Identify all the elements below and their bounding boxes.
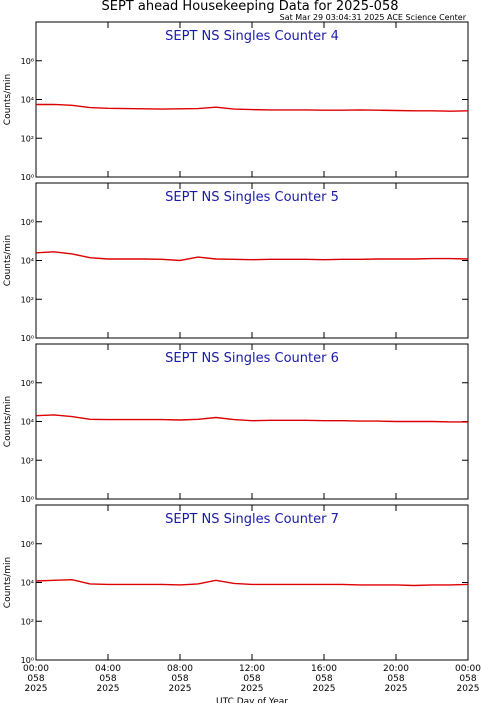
panel-title: SEPT NS Singles Counter 6 [165,351,339,366]
data-line [35,578,469,587]
y-tick-label: 10⁶ [21,540,34,549]
x-tick-label: 00:00 [23,664,49,674]
y-tick-label: 10⁶ [21,379,34,388]
x-tick-year: 2025 [385,684,408,694]
x-tick-label: 16:00 [311,664,337,674]
y-axis-label: Counts/min [3,235,13,286]
y-tick-label: 10² [21,295,34,304]
x-tick-label: 00:00 [455,664,481,674]
data-line [35,103,469,112]
x-tick-label: 12:00 [239,664,265,674]
y-tick-label: 10⁶ [21,218,34,227]
y-tick-label: 10⁴ [21,257,34,266]
chart-title: SEPT ahead Housekeeping Data for 2025-05… [102,0,399,14]
x-tick-day: 058 [171,674,188,684]
x-tick-year: 2025 [457,684,480,694]
x-tick-day: 058 [459,674,476,684]
y-tick-label: 10² [21,456,34,465]
y-tick-label: 10² [21,617,34,626]
y-tick-label: 10⁰ [21,334,34,343]
y-tick-label: 10⁰ [21,173,34,182]
plot-frame [35,504,469,661]
panel-title: SEPT NS Singles Counter 5 [165,190,339,205]
x-axis-label: UTC Day of Year [216,697,288,703]
x-tick-day: 058 [27,674,44,684]
y-tick-label: 10² [21,134,34,143]
y-axis-label: Counts/min [3,74,13,125]
data-line [35,251,469,262]
x-tick-label: 20:00 [383,664,409,674]
plot-frame [35,21,469,178]
x-tick-label: 08:00 [167,664,193,674]
chart-subtitle: Sat Mar 29 03:04:31 2025 ACE Science Cen… [280,13,467,22]
x-tick-year: 2025 [169,684,192,694]
plot-frame [35,182,469,339]
x-tick-day: 058 [315,674,332,684]
y-tick-label: 10⁰ [21,656,34,665]
x-tick-day: 058 [243,674,260,684]
x-tick-year: 2025 [25,684,48,694]
y-tick-label: 10⁴ [21,96,34,105]
y-tick-label: 10⁴ [21,579,34,588]
x-tick-year: 2025 [313,684,336,694]
y-axis-label: Counts/min [3,557,13,608]
x-tick-year: 2025 [97,684,120,694]
x-tick-label: 04:00 [95,664,121,674]
panel-title: SEPT NS Singles Counter 4 [165,29,339,44]
y-axis-label: Counts/min [3,396,13,447]
x-tick-year: 2025 [241,684,264,694]
x-tick-day: 058 [387,674,404,684]
x-tick-day: 058 [99,674,116,684]
data-line [35,414,468,423]
y-tick-label: 10⁴ [21,418,34,427]
y-tick-label: 10⁰ [21,495,34,504]
y-tick-label: 10⁶ [21,57,34,66]
panel-title: SEPT NS Singles Counter 7 [165,512,339,527]
